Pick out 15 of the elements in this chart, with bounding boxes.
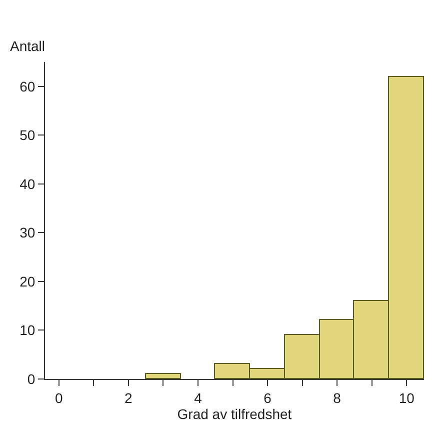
y-tick-label: 10 — [20, 322, 36, 338]
x-tick-label: 2 — [124, 390, 133, 406]
x-axis-title: Grad av tilfredshet — [177, 406, 292, 422]
x-tick-label: 10 — [398, 390, 415, 406]
y-tick-label: 30 — [20, 224, 36, 241]
y-tick-label: 60 — [20, 78, 36, 94]
x-tick-label: 6 — [264, 390, 272, 406]
y-tick-label: 20 — [20, 273, 36, 290]
y-axis-title: Antall — [10, 38, 46, 54]
y-tick-label: 50 — [20, 127, 36, 144]
x-tick-label: 0 — [55, 390, 64, 406]
x-tick-label: 4 — [194, 390, 202, 406]
y-tick-label: 40 — [20, 176, 36, 192]
y-tick-label: 0 — [27, 370, 36, 387]
x-tick-label: 8 — [333, 390, 342, 406]
